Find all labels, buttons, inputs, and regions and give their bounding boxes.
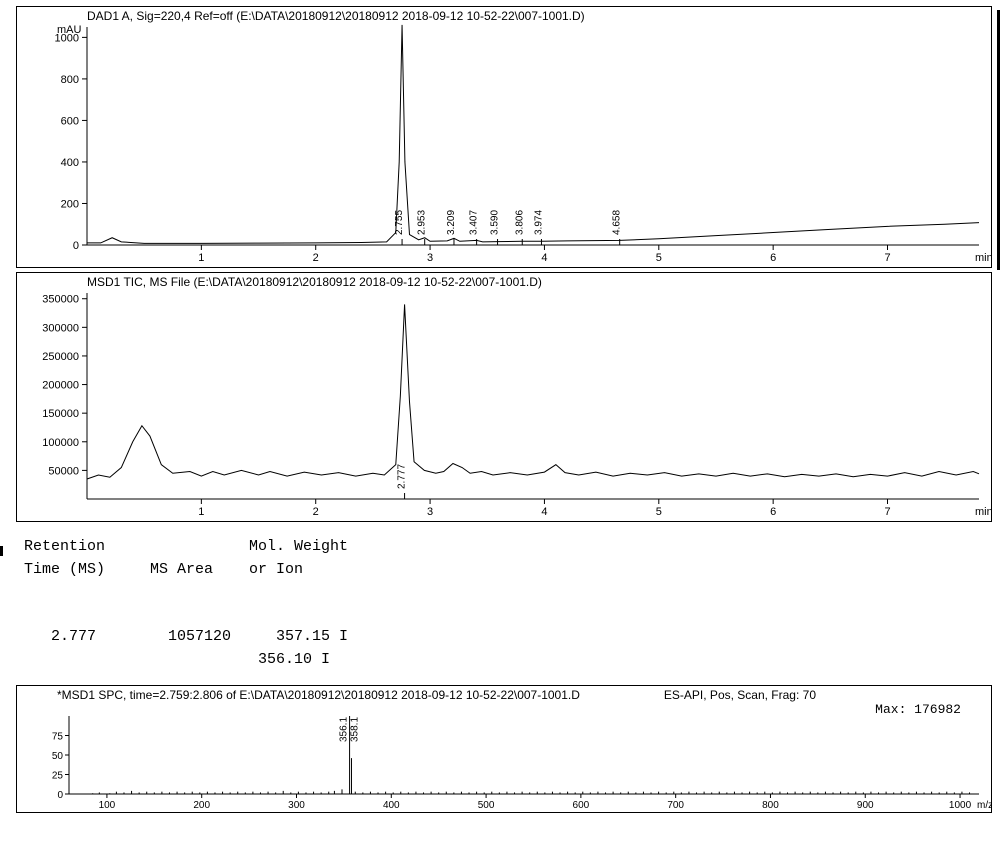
svg-text:min: min [975,252,991,264]
svg-text:400: 400 [383,800,400,811]
ms-results-table: Retention Mol. Weight Time (MS) MS Area … [24,536,990,671]
svg-text:3.209: 3.209 [446,210,457,235]
svg-text:1000: 1000 [949,800,972,811]
svg-text:4.658: 4.658 [612,210,623,235]
svg-text:500: 500 [478,800,495,811]
svg-text:0: 0 [57,790,63,801]
svg-text:600: 600 [573,800,590,811]
svg-text:mAU: mAU [57,24,82,36]
svg-text:3.407: 3.407 [469,210,480,235]
svg-text:350000: 350000 [42,294,79,306]
svg-text:m/z: m/z [977,800,991,811]
svg-text:358.1: 358.1 [349,717,360,742]
svg-text:7: 7 [884,506,890,518]
svg-text:75: 75 [52,732,64,743]
dad-chromatogram-panel: DAD1 A, Sig=220,4 Ref=off (E:\DATA\20180… [16,6,992,268]
svg-text:4: 4 [541,506,547,518]
svg-text:3.590: 3.590 [490,210,501,235]
spectrum-title-left: *MSD1 SPC, time=2.759:2.806 of E:\DATA\2… [57,688,580,702]
svg-text:5: 5 [656,252,662,264]
svg-text:200: 200 [61,198,79,210]
spectrum-title-right: ES-API, Pos, Scan, Frag: 70 [664,688,816,702]
svg-text:150000: 150000 [42,408,79,420]
mass-spectrum-plot: 0 25 50 75 100 200 300 400 500 600 700 800 900 1000 m/… [17,686,991,812]
svg-text:1: 1 [198,506,204,518]
svg-text:300: 300 [288,800,305,811]
msd-panel-title: MSD1 TIC, MS File (E:\DATA\20180912\2018… [87,275,542,289]
svg-text:2.777: 2.777 [397,464,408,489]
svg-text:6: 6 [770,506,776,518]
svg-text:900: 900 [857,800,874,811]
svg-text:2.755: 2.755 [394,210,405,235]
svg-text:600: 600 [61,115,79,127]
svg-text:2.953: 2.953 [417,210,428,235]
svg-text:3: 3 [427,506,433,518]
svg-text:50: 50 [52,751,64,762]
svg-text:200: 200 [193,800,210,811]
msd-chromatogram-panel: MSD1 TIC, MS File (E:\DATA\20180912\2018… [16,272,992,522]
svg-text:250000: 250000 [42,351,79,363]
left-decorative-tick [0,546,3,556]
page-root: DAD1 A, Sig=220,4 Ref=off (E:\DATA\20180… [0,0,1000,864]
msd-chromatogram-plot: 50000 100000 150000 200000 250000 300000 35000… [17,273,991,521]
svg-text:300000: 300000 [42,322,79,334]
table-header-row: Retention Mol. Weight Time (MS) MS Area … [24,538,348,578]
mass-spectrum-panel: *MSD1 SPC, time=2.759:2.806 of E:\DATA\2… [16,685,992,813]
dad-panel-title: DAD1 A, Sig=220,4 Ref=off (E:\DATA\20180… [87,9,585,23]
svg-text:2: 2 [313,252,319,264]
svg-text:2: 2 [313,506,319,518]
svg-text:3.806: 3.806 [514,210,525,235]
svg-text:200000: 200000 [42,380,79,392]
svg-text:4: 4 [541,252,547,264]
svg-text:3: 3 [427,252,433,264]
svg-text:1: 1 [198,252,204,264]
svg-text:0: 0 [73,240,79,252]
svg-text:400: 400 [61,157,79,169]
dad-chromatogram-plot: 02004006008001000mAU1234567min2.7552.953… [17,7,991,267]
svg-text:356.1: 356.1 [339,717,350,742]
svg-text:800: 800 [61,74,79,86]
svg-text:min: min [975,506,991,518]
svg-text:100: 100 [99,800,116,811]
svg-text:7: 7 [884,252,890,264]
svg-text:5: 5 [656,506,662,518]
svg-text:25: 25 [52,771,64,782]
table-data-row: 2.777 1057120 357.15 I 356.10 I [24,628,348,668]
svg-text:6: 6 [770,252,776,264]
svg-text:3.974: 3.974 [533,210,544,235]
svg-text:700: 700 [667,800,684,811]
svg-text:50000: 50000 [48,465,79,477]
spectrum-max-label: Max: 176982 [875,702,961,717]
svg-text:800: 800 [762,800,779,811]
svg-text:100000: 100000 [42,437,79,449]
